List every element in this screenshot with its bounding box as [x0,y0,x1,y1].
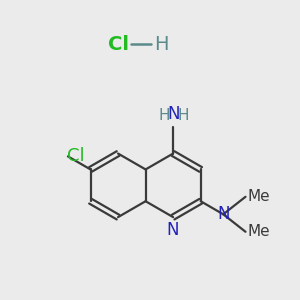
Text: H: H [158,108,170,123]
Text: Cl: Cl [67,147,84,165]
Text: N: N [217,205,230,223]
Text: Me: Me [248,189,271,204]
Text: Me: Me [248,224,271,239]
Text: H: H [154,34,169,53]
Text: H: H [177,108,189,123]
Text: Cl: Cl [108,34,129,53]
Text: N: N [167,221,179,239]
Text: N: N [167,105,180,123]
